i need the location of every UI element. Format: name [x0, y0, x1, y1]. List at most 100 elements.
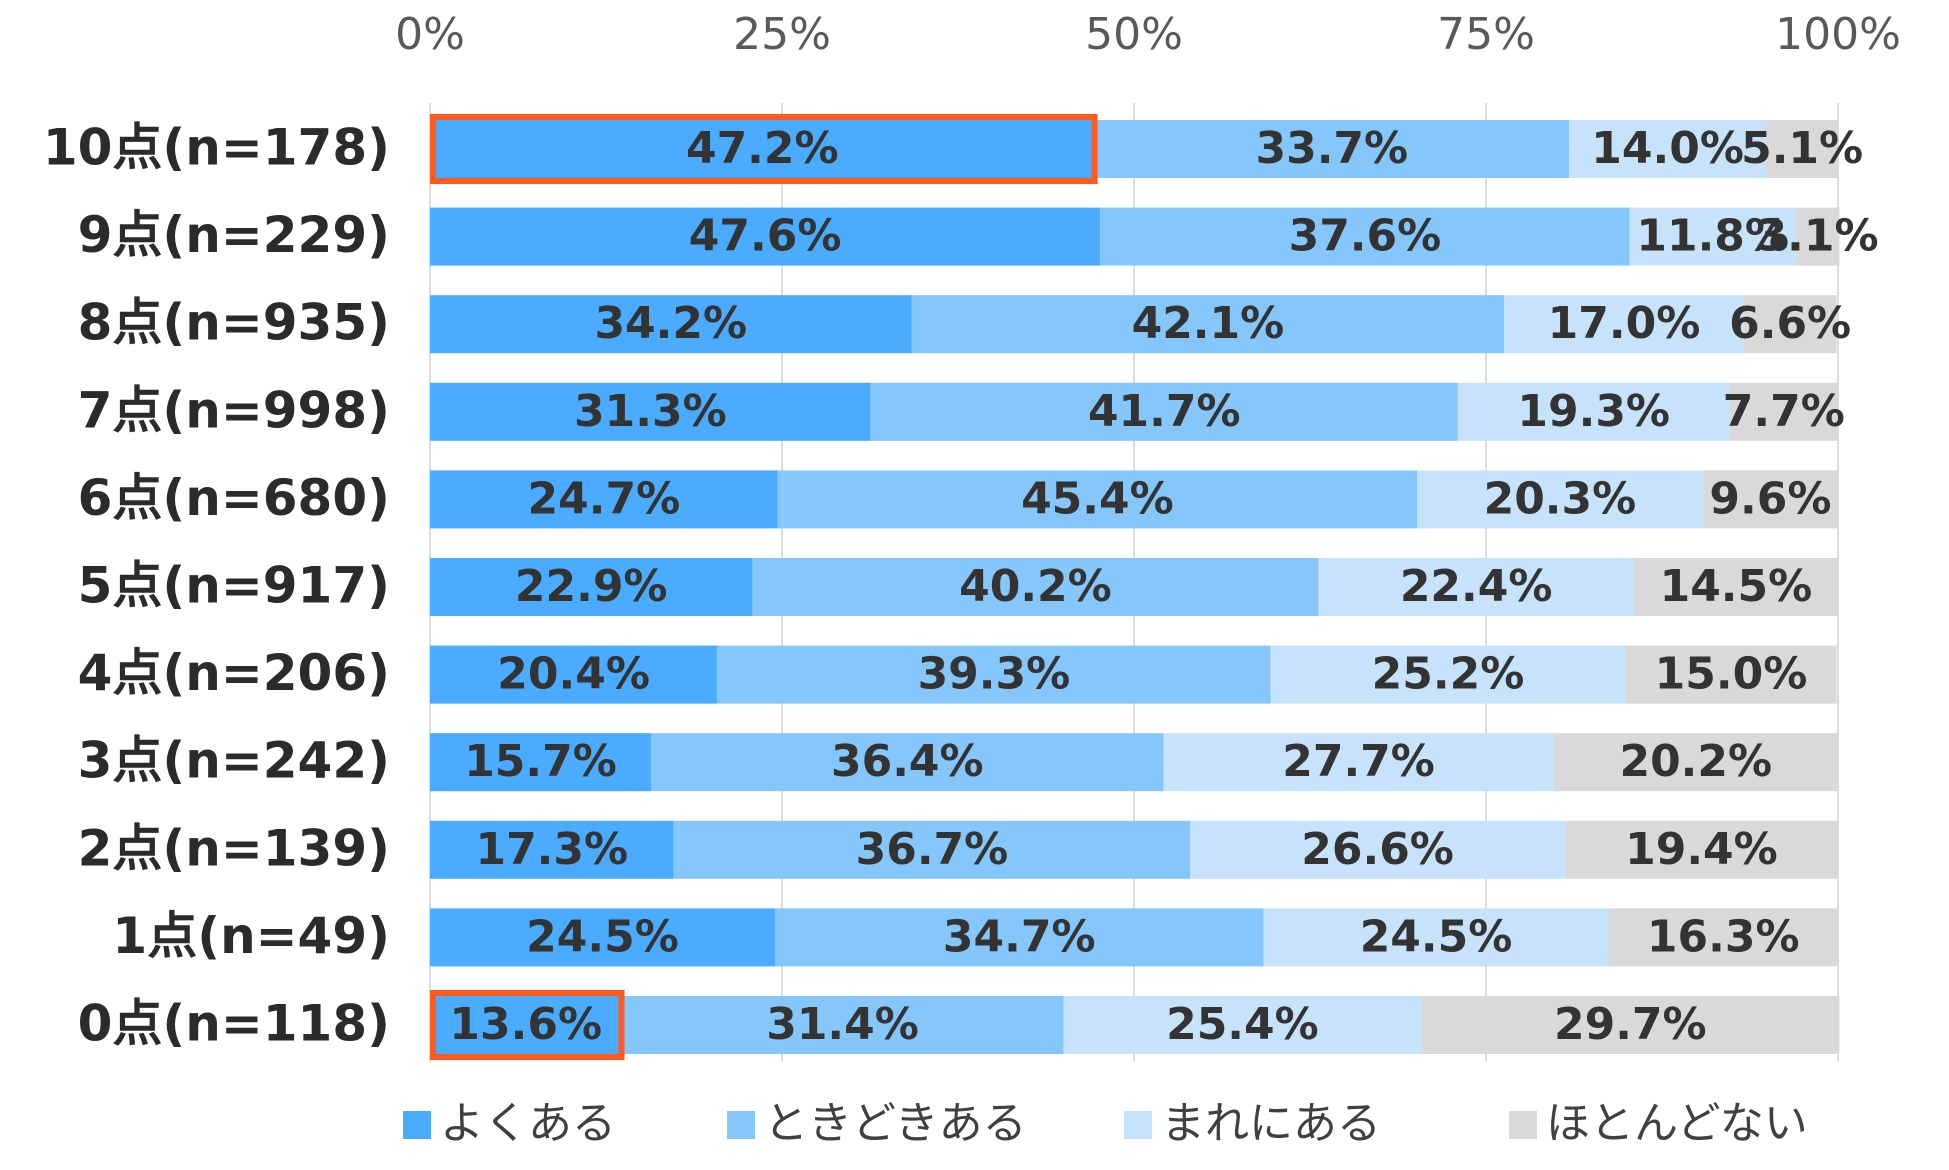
- bar-segment: [1094, 120, 1570, 178]
- category-label: 7点(n=998): [78, 381, 390, 439]
- data-label: 36.4%: [831, 736, 984, 787]
- bar-segment: [1457, 382, 1730, 441]
- data-label: 37.6%: [1289, 211, 1442, 262]
- data-label: 24.5%: [1360, 911, 1513, 962]
- data-label: 27.7%: [1282, 736, 1435, 787]
- bar-segment: [1625, 645, 1837, 704]
- legend-swatch: [1124, 1111, 1152, 1139]
- bar-segment: [752, 558, 1319, 616]
- bar-segment: [777, 470, 1418, 529]
- legend-swatch: [403, 1111, 431, 1139]
- data-label: 22.9%: [515, 561, 668, 612]
- category-label: 3点(n=242): [78, 732, 390, 790]
- bar-segment: [430, 558, 753, 616]
- data-label: 39.3%: [918, 649, 1071, 700]
- x-tick-label: 100%: [1775, 9, 1901, 60]
- data-label: 34.2%: [594, 298, 747, 349]
- data-label: 13.6%: [449, 999, 602, 1050]
- data-label: 24.7%: [528, 473, 681, 524]
- data-label: 20.2%: [1619, 736, 1772, 787]
- category-label: 2点(n=139): [78, 819, 390, 877]
- bar-segment: [430, 996, 622, 1054]
- bar-segment: [1417, 470, 1703, 529]
- bar-segment: [430, 207, 1101, 266]
- data-label: 16.3%: [1647, 911, 1800, 962]
- category-label: 1点(n=49): [112, 907, 390, 965]
- bar-segment: [430, 908, 775, 967]
- data-label: 47.2%: [686, 123, 839, 174]
- data-label: 15.7%: [464, 736, 617, 787]
- bar-segment: [673, 820, 1191, 879]
- data-label: 20.3%: [1484, 473, 1637, 524]
- x-tick-label: 50%: [1085, 9, 1183, 60]
- x-tick-label: 25%: [733, 9, 831, 60]
- data-label: 26.6%: [1301, 824, 1454, 875]
- data-label: 25.4%: [1166, 999, 1319, 1050]
- bar-segment: [1766, 120, 1838, 178]
- x-tick-label: 75%: [1437, 9, 1535, 60]
- x-tick-label: 0%: [395, 9, 465, 60]
- legend-label: よくある: [440, 1098, 616, 1149]
- data-label: 41.7%: [1088, 386, 1241, 437]
- bar-segment: [1795, 207, 1840, 266]
- legend-swatch: [1509, 1111, 1537, 1139]
- bar-segment: [1063, 996, 1422, 1054]
- data-label: 17.3%: [475, 824, 628, 875]
- bar-segment: [1421, 996, 1840, 1054]
- data-label: 7.7%: [1723, 386, 1845, 437]
- bar-segment: [870, 382, 1458, 441]
- category-label: 4点(n=206): [78, 644, 390, 702]
- bar-segment: [430, 645, 718, 704]
- bar-segment: [430, 120, 1095, 178]
- category-label: 6点(n=680): [78, 469, 390, 527]
- bar-segment: [430, 820, 674, 879]
- bar-segment: [1100, 207, 1630, 266]
- legend-label: まれにある: [1161, 1098, 1381, 1149]
- bar-segment: [1263, 908, 1609, 967]
- data-label: 40.2%: [959, 561, 1112, 612]
- bar-segment: [1564, 820, 1838, 879]
- data-label: 42.1%: [1132, 298, 1285, 349]
- data-label: 29.7%: [1554, 999, 1707, 1050]
- data-label: 31.3%: [574, 386, 727, 437]
- data-label: 33.7%: [1255, 123, 1408, 174]
- bar-segment: [1553, 733, 1838, 792]
- data-label: 15.0%: [1655, 649, 1808, 700]
- bar-segment: [651, 733, 1164, 792]
- data-label: 14.0%: [1591, 123, 1744, 174]
- data-label: 6.6%: [1729, 298, 1851, 349]
- bar-segment: [430, 295, 912, 354]
- bar-segment: [717, 645, 1271, 704]
- data-label: 45.4%: [1021, 473, 1174, 524]
- data-label: 19.4%: [1625, 824, 1778, 875]
- category-label: 9点(n=229): [78, 206, 390, 264]
- bar-segment: [621, 996, 1064, 1054]
- data-label: 19.3%: [1517, 386, 1670, 437]
- bar-segment: [430, 733, 652, 792]
- bar-segment: [1629, 207, 1796, 266]
- highlight-box: [430, 114, 1098, 184]
- bar-segment: [1633, 558, 1838, 616]
- data-label: 20.4%: [497, 649, 650, 700]
- data-label: 22.4%: [1400, 561, 1553, 612]
- bar-segment: [1504, 295, 1744, 354]
- data-label: 36.7%: [856, 824, 1009, 875]
- bar-segment: [1702, 470, 1838, 529]
- legend-swatch: [727, 1111, 755, 1139]
- data-label: 17.0%: [1548, 298, 1701, 349]
- bar-segment: [430, 470, 778, 529]
- bar-segment: [1318, 558, 1634, 616]
- bar-segment: [774, 908, 1264, 967]
- bar-segment: [1569, 120, 1767, 178]
- data-label: 24.5%: [526, 911, 679, 962]
- data-label: 14.5%: [1660, 561, 1813, 612]
- category-label: 5点(n=917): [78, 557, 390, 615]
- bar-segment: [1270, 645, 1626, 704]
- data-label: 11.8%: [1636, 211, 1789, 262]
- bar-segment: [1729, 382, 1838, 441]
- bar-segment: [911, 295, 1505, 354]
- data-label: 9.6%: [1709, 473, 1831, 524]
- category-label: 10点(n=178): [43, 119, 390, 177]
